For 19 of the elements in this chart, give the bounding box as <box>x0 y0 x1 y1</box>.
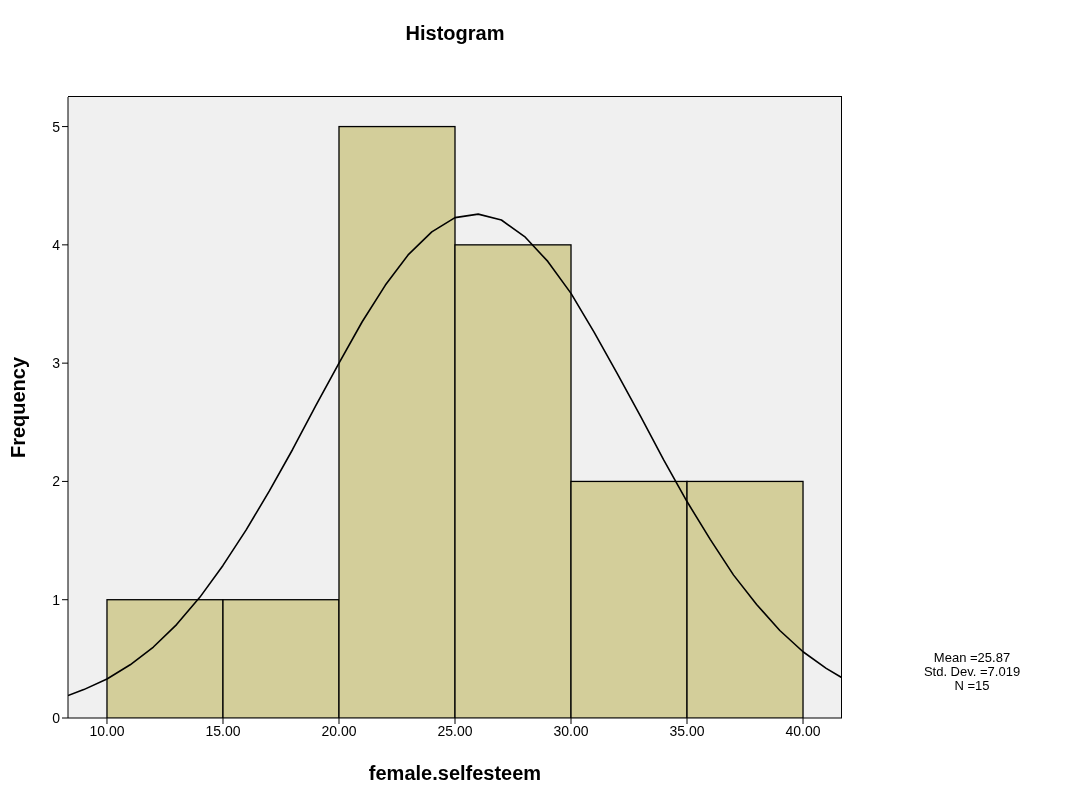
chart-title: Histogram <box>404 22 506 45</box>
y-tick-label: 1 <box>52 591 61 608</box>
y-tick-label: 5 <box>52 118 61 135</box>
x-tick-label: 35.00 <box>669 722 705 739</box>
text: Mean =25.87 <box>932 650 1012 665</box>
y-tick-label: 0 <box>52 709 61 726</box>
x-axis-title: female.selfesteem <box>368 762 542 784</box>
y-tick-label: 3 <box>52 355 61 372</box>
x-tick-label: 40.00 <box>785 722 821 739</box>
text: Std. Dev. =7.019 <box>922 664 1022 679</box>
text: N =15 <box>953 678 991 693</box>
x-tick-label: 20.00 <box>321 722 357 739</box>
y-tick-label: 2 <box>52 473 61 490</box>
x-tick-label: 10.00 <box>89 722 125 739</box>
x-tick-label: 15.00 <box>205 722 241 739</box>
y-axis-title: Frequency <box>7 356 30 459</box>
x-tick-label: 25.00 <box>437 722 473 739</box>
x-tick-label: 30.00 <box>553 722 589 739</box>
y-tick-label: 4 <box>52 236 61 253</box>
